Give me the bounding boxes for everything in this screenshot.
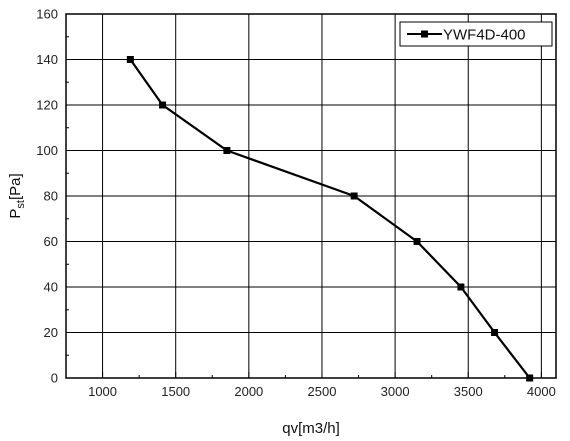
x-tick-label: 4000 — [527, 384, 556, 399]
series-line — [129, 58, 531, 379]
y-axis-title-unit: [Pa] — [7, 173, 24, 200]
y-axis-title-subscript: st — [15, 200, 27, 209]
x-tick-label: 2000 — [234, 384, 263, 399]
data-point-marker — [457, 283, 465, 291]
x-tick-label: 3000 — [381, 384, 410, 399]
y-axis-title-main: P — [7, 209, 24, 219]
legend: YWF4D-400 — [399, 21, 553, 47]
y-tick-label: 40 — [44, 280, 58, 295]
ticks: 1000 1500 2000 2500 3000 3500 4000 0 20 40 60 80 100… — [36, 7, 556, 400]
legend-marker-sample — [421, 30, 428, 38]
y-tick-label: 60 — [44, 234, 58, 249]
y-tick-label: 160 — [36, 7, 58, 22]
grid — [66, 14, 556, 378]
x-tick-label: 1000 — [88, 384, 117, 399]
y-tick-label: 80 — [44, 189, 58, 204]
data-point-marker — [350, 192, 358, 200]
x-axis-title: qv[m3/h] — [282, 420, 340, 437]
y-tick-label: 0 — [51, 371, 58, 386]
y-tick-label: 140 — [36, 52, 58, 67]
y-tick-label: 20 — [44, 325, 58, 340]
x-tick-label: 1500 — [161, 384, 190, 399]
data-point-marker — [413, 238, 421, 245]
data-point-marker — [126, 56, 134, 63]
data-point-marker — [159, 101, 167, 109]
data-point-marker — [223, 147, 231, 154]
y-axis-title: Pst[Pa] — [7, 173, 27, 218]
x-tick-label: 2500 — [308, 384, 337, 399]
data-point-marker — [491, 329, 499, 336]
legend-label: YWF4D-400 — [443, 27, 526, 44]
y-tick-label: 120 — [36, 98, 58, 113]
y-tick-label: 100 — [36, 143, 58, 158]
x-tick-label: 3500 — [454, 384, 483, 399]
